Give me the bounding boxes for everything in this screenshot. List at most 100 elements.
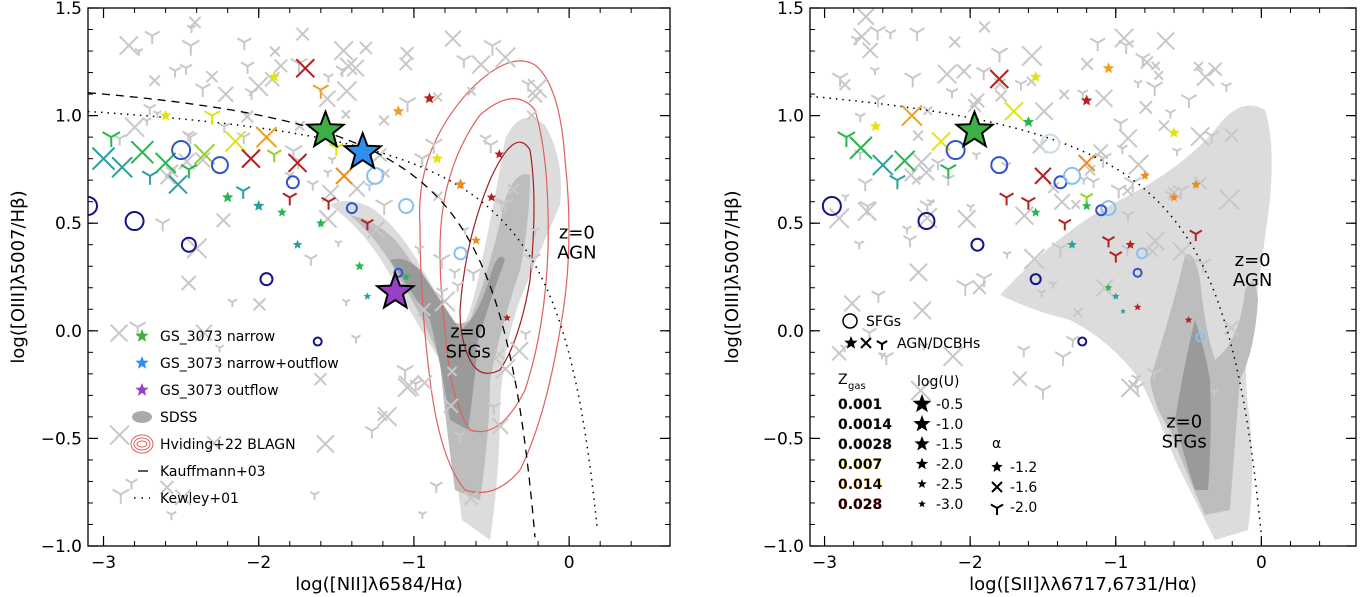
comparison-tripod	[1210, 389, 1219, 397]
comparison-tripod	[227, 298, 238, 308]
comparison-tripod	[909, 27, 925, 42]
legend-tripod-icon	[876, 340, 888, 350]
comparison-cross	[205, 70, 219, 83]
region-label: SFGs	[1162, 432, 1207, 453]
comparison-cross	[909, 263, 928, 282]
legend-label: Kauffmann+03	[160, 464, 266, 480]
x-tick-label: −3	[91, 553, 116, 573]
legend-contour-icon	[136, 440, 148, 448]
sfg-model-circle	[88, 195, 98, 216]
legend-star-icon	[135, 356, 149, 369]
comparison-cross	[471, 54, 491, 75]
alpha-header: α	[992, 436, 1001, 452]
comparison-tripod	[1180, 94, 1198, 109]
comparison-cross	[217, 86, 234, 103]
zgas-header: Z	[838, 372, 848, 388]
comparison-tripod	[904, 72, 922, 88]
region-label: z=0	[1166, 412, 1202, 433]
comparison-tripod	[926, 198, 935, 206]
comparison-tripod	[1054, 351, 1072, 367]
sii-comparison-points	[828, 8, 1241, 401]
model-star	[1022, 116, 1035, 127]
comparison-cross	[1095, 278, 1114, 298]
comparison-cross	[333, 40, 354, 61]
comparison-tripod	[1037, 289, 1047, 298]
hviding-blagn-contours	[418, 60, 570, 494]
legend-label: GS_3073 narrow	[160, 329, 275, 345]
comparison-tripod	[857, 178, 873, 192]
comparison-cross	[434, 290, 456, 312]
sfg-model-circle	[366, 166, 385, 185]
comparison-cross	[174, 489, 192, 506]
logu-star-icon	[915, 457, 929, 470]
comparison-cross	[295, 27, 310, 41]
comparison-cross	[1092, 143, 1109, 160]
region-label: AGN	[557, 242, 596, 263]
model-cross	[241, 148, 261, 169]
comparison-tripod	[1014, 79, 1028, 91]
sfg-model-circle	[345, 202, 358, 215]
model-star	[454, 178, 467, 190]
comparison-cross	[857, 8, 875, 26]
comparison-tripod	[1076, 89, 1089, 100]
model-star	[1125, 239, 1136, 249]
comparison-cross	[109, 424, 130, 446]
legend-item: GS_3073 outflow	[135, 383, 279, 399]
model-star	[1191, 179, 1201, 189]
model-cross	[849, 136, 873, 160]
alpha-value: -2.0	[1010, 500, 1037, 516]
legend-label: Hviding+22 BLAGN	[160, 437, 296, 453]
comparison-tripod	[520, 330, 532, 340]
nii-axes: −3 −2 −1 0 −1.0 −0.5 0.0 0.5 1.0 1.5	[41, 0, 670, 573]
comparison-cross	[994, 89, 1008, 103]
comparison-cross	[359, 41, 373, 55]
y-tick-label: −0.5	[763, 429, 804, 449]
sfg-model-circle	[312, 336, 323, 347]
comparison-tripod	[956, 279, 975, 296]
comparison-tripod	[859, 200, 877, 216]
comparison-tripod	[902, 225, 912, 234]
nii-x-axis-label: log([NII]λ6584/Hα)	[295, 574, 463, 595]
model-cross	[111, 156, 133, 178]
comparison-cross	[273, 58, 288, 73]
comparison-tripod	[183, 132, 198, 145]
model-star	[354, 261, 365, 271]
model-star	[1120, 308, 1126, 314]
y-tick-label: 0.5	[55, 214, 82, 234]
model-star	[392, 105, 405, 117]
comparison-tripod	[466, 268, 481, 282]
comparison-tripod	[1034, 384, 1052, 400]
comparison-tripod	[341, 298, 351, 307]
model-star	[277, 207, 287, 217]
comparison-cross	[443, 398, 459, 414]
legend-circle-icon	[842, 313, 858, 329]
legend-item: Kauffmann+03	[138, 464, 266, 480]
comparison-tripod	[902, 235, 918, 248]
comparison-cross	[367, 220, 386, 239]
comparison-cross	[1014, 206, 1035, 226]
model-tripod	[321, 196, 336, 210]
comparison-tripod	[831, 72, 849, 88]
comparison-tripod	[945, 87, 959, 99]
model-tripod	[1058, 218, 1072, 231]
comparison-cross	[967, 98, 982, 113]
nii-plot-frame	[88, 8, 670, 546]
comparison-tripod	[494, 198, 510, 212]
legend-item: Kewley+01	[134, 491, 239, 507]
comparison-cross	[978, 20, 991, 34]
model-star	[402, 273, 410, 281]
comparison-tripod	[179, 63, 193, 75]
comparison-tripod	[309, 491, 320, 500]
comparison-cross	[957, 209, 977, 229]
x-tick-label: −1	[1103, 553, 1128, 573]
sfg-model-circle	[1063, 166, 1082, 185]
legend-item: GS_3073 narrow+outflow	[135, 356, 339, 372]
model-star	[1112, 292, 1120, 300]
comparison-tripod	[304, 254, 318, 266]
comparison-cross	[269, 45, 281, 58]
gs3073-star: GS_3073 narrow+outflow	[341, 130, 384, 170]
comparison-tripod	[1220, 82, 1232, 93]
logu-header: log(U)	[917, 374, 960, 390]
sfg-model-circle	[821, 195, 842, 216]
